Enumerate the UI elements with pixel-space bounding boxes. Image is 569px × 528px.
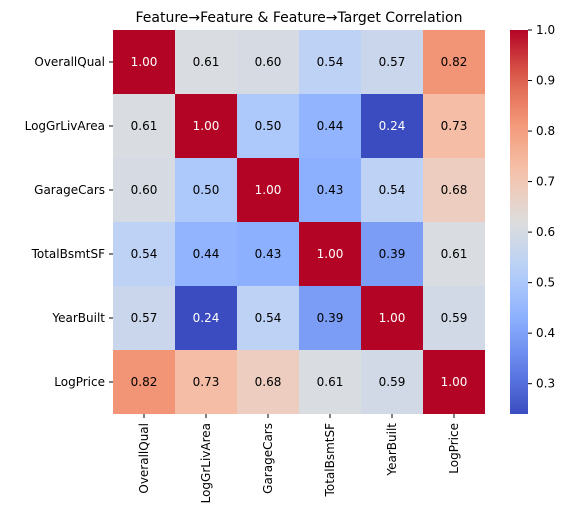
cell-value-label: 0.73 <box>193 375 220 389</box>
heatmap-cell <box>113 158 175 222</box>
cell-value-label: 0.44 <box>317 119 344 133</box>
cell-value-label: 1.00 <box>255 183 282 197</box>
cell-value-label: 1.00 <box>193 119 220 133</box>
cell-value-label: 0.24 <box>193 311 220 325</box>
column-tick-label: LogGrLivArea <box>199 423 213 503</box>
heatmap-cell <box>175 350 237 414</box>
cell-value-label: 1.00 <box>317 247 344 261</box>
heatmap-cell <box>423 286 485 350</box>
cell-value-label: 0.68 <box>255 375 282 389</box>
colorbar-tick-label: 0.9 <box>536 74 555 88</box>
cell-value-label: 0.61 <box>441 247 468 261</box>
colorbar: 0.3 0.4 0.5 0.6 0.7 0.8 0.9 1.0 <box>510 23 555 414</box>
cell-value-label: 1.00 <box>131 55 158 69</box>
heatmap-cell <box>175 94 237 158</box>
heatmap-cell <box>237 222 299 286</box>
column-tick-label: GarageCars <box>261 423 275 494</box>
heatmap-cell <box>299 350 361 414</box>
heatmap-cell <box>361 158 423 222</box>
cell-value-label: 0.82 <box>441 55 468 69</box>
column-tick-label: YearBuilt <box>385 423 399 477</box>
heatmap-cell <box>423 222 485 286</box>
heatmap-cell <box>175 222 237 286</box>
heatmap-cell <box>361 286 423 350</box>
heatmap-cell <box>175 158 237 222</box>
column-tick-label: OverallQual <box>137 423 151 494</box>
colorbar-tick-label: 0.3 <box>536 377 555 391</box>
row-tick-label: LogPrice <box>54 375 105 389</box>
colorbar-gradient <box>510 30 528 414</box>
heatmap-cell <box>113 94 175 158</box>
heatmap-cell <box>237 350 299 414</box>
cell-value-label: 0.39 <box>317 311 344 325</box>
cell-value-label: 0.54 <box>317 55 344 69</box>
row-tick-label: LogGrLivArea <box>25 119 105 133</box>
heatmap-cell <box>237 158 299 222</box>
heatmap-cell <box>113 350 175 414</box>
cell-value-label: 0.24 <box>379 119 406 133</box>
heatmap-cell <box>175 30 237 94</box>
heatmap-cell <box>423 350 485 414</box>
cell-value-label: 0.54 <box>131 247 158 261</box>
cell-value-label: 0.54 <box>255 311 282 325</box>
cell-value-label: 0.59 <box>379 375 406 389</box>
cell-value-label: 0.60 <box>255 55 282 69</box>
heatmap-cell <box>361 222 423 286</box>
heatmap-cell <box>237 286 299 350</box>
cell-value-label: 1.00 <box>441 375 468 389</box>
heatmap-cell <box>299 158 361 222</box>
heatmap-cell <box>299 30 361 94</box>
colorbar-tick-label: 0.4 <box>536 326 555 340</box>
cell-value-label: 0.61 <box>131 119 158 133</box>
cell-value-label: 0.54 <box>379 183 406 197</box>
colorbar-tick-label: 1.0 <box>536 23 555 37</box>
heatmap-cell <box>299 94 361 158</box>
heatmap-cells: 1.00 0.61 0.60 0.54 0.57 0.82 0.61 1.00 0.50 0.44… <box>113 30 485 414</box>
cell-value-label: 0.43 <box>255 247 282 261</box>
column-tick-label: TotalBsmtSF <box>323 423 337 498</box>
colorbar-tick-label: 0.5 <box>536 276 555 290</box>
colorbar-tick-label: 0.6 <box>536 225 555 239</box>
heatmap-cell <box>361 94 423 158</box>
colorbar-tick-label: 0.7 <box>536 175 555 189</box>
heatmap-cell <box>423 158 485 222</box>
cell-value-label: 0.57 <box>379 55 406 69</box>
heatmap-cell <box>361 350 423 414</box>
heatmap-cell <box>361 30 423 94</box>
cell-value-label: 0.43 <box>317 183 344 197</box>
cell-value-label: 0.57 <box>131 311 158 325</box>
colorbar-tick-label: 0.8 <box>536 124 555 138</box>
cell-value-label: 0.50 <box>193 183 220 197</box>
cell-value-label: 0.73 <box>441 119 468 133</box>
heatmap-cell <box>237 30 299 94</box>
heatmap-cell <box>113 286 175 350</box>
cell-value-label: 0.82 <box>131 375 158 389</box>
column-tick-labels: OverallQual LogGrLivArea GarageCars TotalBs… <box>137 414 461 503</box>
cell-value-label: 0.61 <box>193 55 220 69</box>
row-tick-label: OverallQual <box>34 55 105 69</box>
cell-value-label: 0.39 <box>379 247 406 261</box>
chart-title: Feature→Feature & Feature→Target Correla… <box>136 10 463 26</box>
heatmap-cell <box>299 286 361 350</box>
heatmap-cell <box>175 286 237 350</box>
cell-value-label: 0.68 <box>441 183 468 197</box>
row-tick-label: GarageCars <box>34 183 105 197</box>
row-tick-label: TotalBsmtSF <box>31 247 106 261</box>
heatmap-cell <box>237 94 299 158</box>
heatmap-cell <box>113 30 175 94</box>
cell-value-label: 0.61 <box>317 375 344 389</box>
heatmap-cell <box>113 222 175 286</box>
row-tick-label: YearBuilt <box>51 311 105 325</box>
cell-value-label: 0.59 <box>441 311 468 325</box>
cell-value-label: 1.00 <box>379 311 406 325</box>
heatmap-cell <box>299 222 361 286</box>
cell-value-label: 0.44 <box>193 247 220 261</box>
cell-value-label: 0.60 <box>131 183 158 197</box>
cell-value-label: 0.50 <box>255 119 282 133</box>
column-tick-label: LogPrice <box>447 423 461 474</box>
heatmap-cell <box>423 30 485 94</box>
row-tick-labels: OverallQual LogGrLivArea GarageCars TotalBs… <box>25 55 113 389</box>
heatmap-cell <box>423 94 485 158</box>
